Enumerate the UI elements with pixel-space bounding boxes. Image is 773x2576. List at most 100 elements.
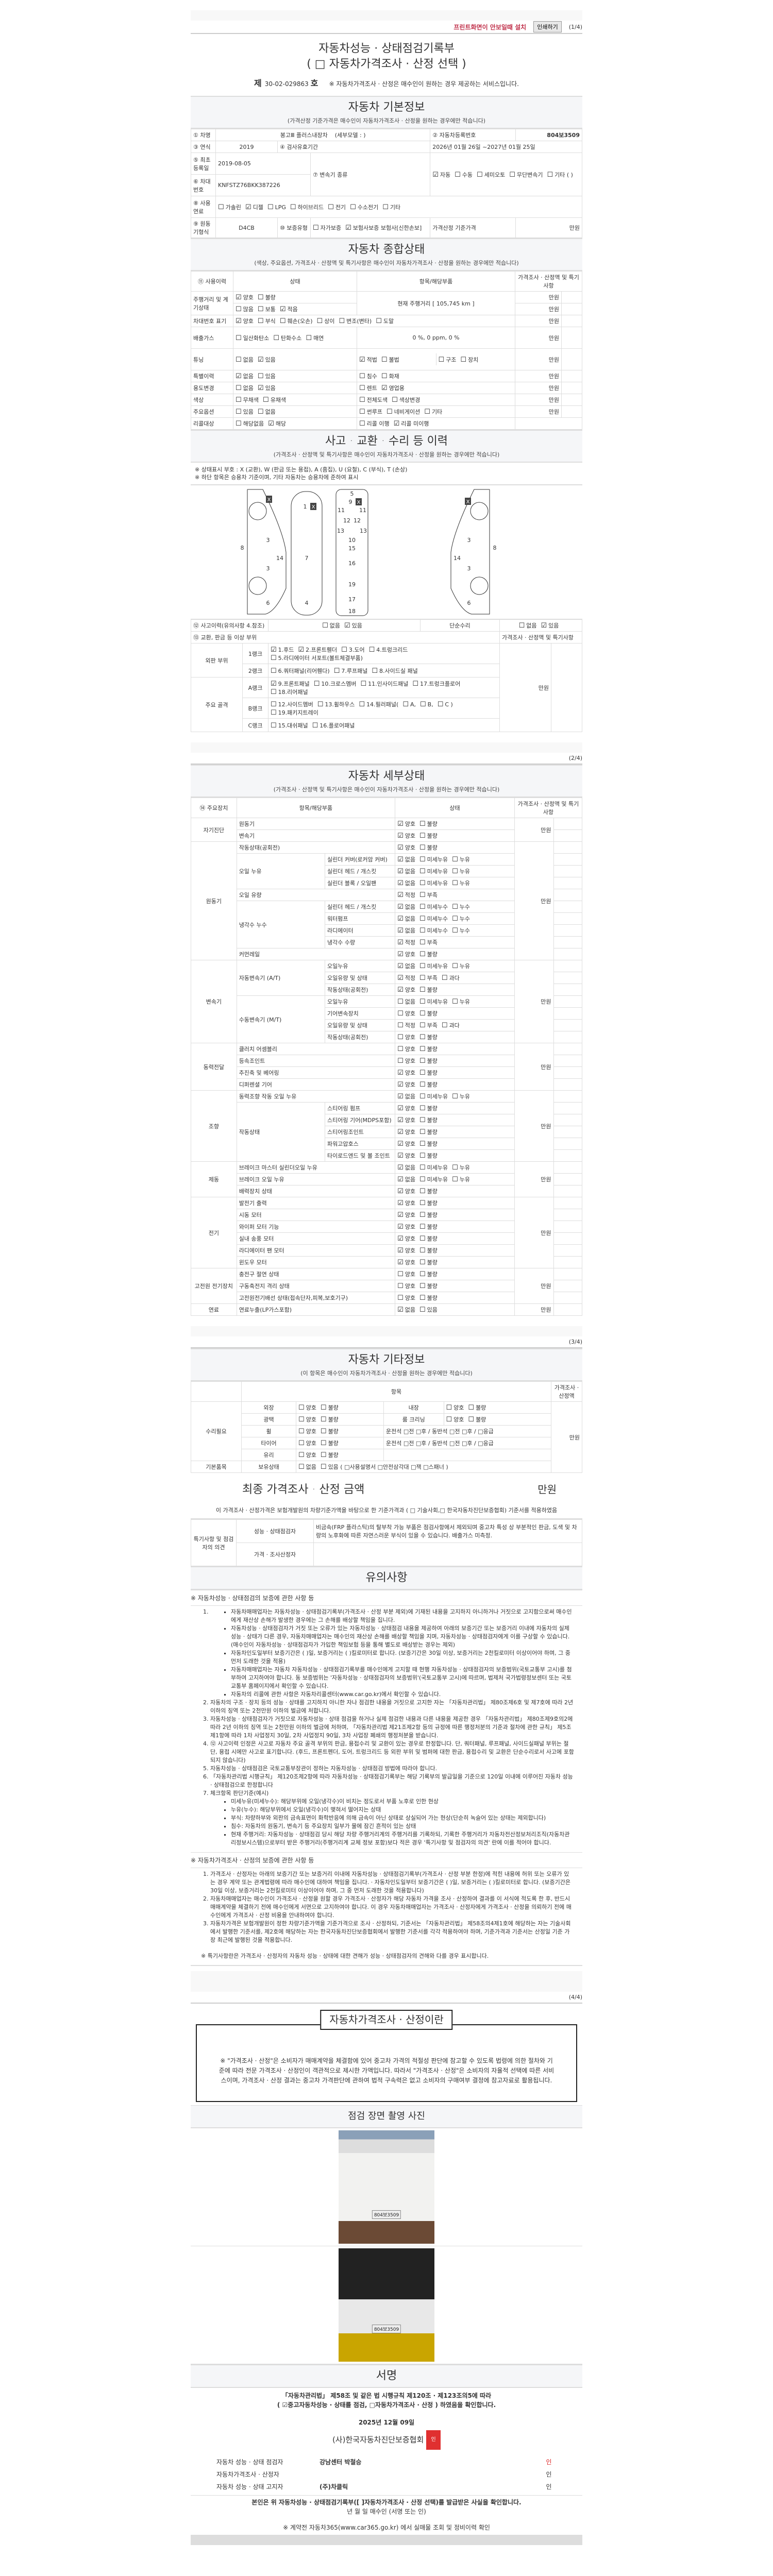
checkbox-option[interactable]: ☑ 영업용 — [381, 384, 405, 392]
checkbox-option[interactable]: ☐ 미세누유 — [419, 867, 448, 875]
checkbox-option[interactable]: ☐ 불량 — [321, 1427, 339, 1435]
checkbox-option[interactable]: ☐ 전체도색 — [359, 396, 388, 404]
checkbox-option[interactable]: ☐ 불량 — [419, 1258, 438, 1266]
checkbox-option[interactable]: ☐ 상이 — [317, 317, 335, 325]
checkbox-option[interactable]: ☑ 있음 — [258, 384, 276, 392]
checkbox-option[interactable]: ☑ 양호 — [236, 317, 254, 325]
checkbox-option[interactable]: ☐ 부족 — [419, 891, 438, 899]
checkbox-option[interactable]: ☐ 누유 — [452, 997, 470, 1006]
checkbox-option[interactable]: ☑ 양호 — [397, 950, 415, 958]
checkbox-option[interactable]: ☐ 13.휠하우스 — [317, 700, 355, 708]
checkbox-option[interactable]: ☐ 11.인사이드패널 — [361, 680, 409, 688]
checkbox-option[interactable]: ☑ 양호 — [397, 1080, 415, 1089]
checkbox-option[interactable]: ☐ 불량 — [419, 1116, 438, 1124]
checkbox-option[interactable]: ☐ 미세누유 — [419, 1092, 448, 1100]
checkbox-option[interactable]: ☑ 1.후드 — [271, 646, 294, 654]
checkbox-option[interactable]: ☑ 디젤 — [245, 203, 263, 211]
checkbox-option[interactable]: ☐ 미세누수 — [419, 914, 448, 923]
checkbox-option[interactable]: ☐ 누수 — [452, 926, 470, 935]
checkbox-option[interactable]: ☐ 불량 — [419, 1033, 438, 1041]
checkbox-option[interactable]: ☐ LPG — [267, 204, 286, 211]
checkbox-option[interactable]: ☑ 없음 — [397, 867, 415, 875]
checkbox-option[interactable]: ☐ 렌트 — [359, 384, 377, 392]
checkbox-option[interactable]: ☐ 불량 — [419, 1211, 438, 1219]
checkbox-option[interactable]: ☐ 불량 — [321, 1403, 339, 1412]
checkbox-option[interactable]: ☐ 불량 — [419, 1151, 438, 1160]
checkbox-option[interactable]: ☐ 부족 — [419, 938, 438, 946]
checkbox-option[interactable]: ☐ 누유 — [452, 855, 470, 863]
checkbox-option[interactable]: ☐ 불량 — [321, 1439, 339, 1447]
checkbox-option[interactable]: ☐ 불량 — [419, 1057, 438, 1065]
checkbox-option[interactable]: ☐ 18.리어패널 — [271, 688, 308, 696]
checkbox-option[interactable]: ☑ 양호 — [397, 1151, 415, 1160]
checkbox-option[interactable]: ☐ 없음 — [236, 384, 254, 392]
checkbox-option[interactable]: ☐ 불량 — [419, 950, 438, 958]
checkbox-option[interactable]: ☐ 불량 — [419, 1223, 438, 1231]
checkbox-option[interactable]: ☑ 양호 — [397, 832, 415, 840]
checkbox-option[interactable]: ☑ 양호 — [397, 1128, 415, 1136]
checkbox-option[interactable]: ☑ 양호 — [236, 293, 254, 301]
checkbox-option[interactable]: ☐ 불량 — [419, 1270, 438, 1278]
checkbox-option[interactable]: ☐ 12.사이드멤버 — [271, 700, 313, 708]
checkbox-option[interactable]: ☐ 기타 — [424, 408, 442, 416]
checkbox-option[interactable]: ☐ 미세누수 — [419, 903, 448, 911]
checkbox-option[interactable]: ☐ 미세누유 — [419, 962, 448, 970]
checkbox-option[interactable]: ☐ 있음 ( □사용설명서 □안전삼각대 □잭 □스패너 ) — [321, 1463, 448, 1471]
checkbox-option[interactable]: ☐ 보통 — [258, 305, 276, 313]
checkbox-option[interactable]: ☐ 구조 — [439, 355, 457, 364]
checkbox-option[interactable]: ☐ 불량 — [419, 1234, 438, 1243]
checkbox-option[interactable]: ☐ 양호 — [298, 1403, 316, 1412]
checkbox-option[interactable]: ☑ 2.프론트휀더 — [298, 646, 337, 654]
checkbox-option[interactable]: ☐ 없음 — [519, 621, 537, 630]
checkbox-option[interactable]: ☐ 하이브리드 — [290, 203, 324, 211]
checkbox-option[interactable]: ☐ 불량 — [258, 293, 276, 301]
checkbox-option[interactable]: ☑ 없음 — [397, 1163, 415, 1172]
checkbox-option[interactable]: ☐ 미세누수 — [419, 926, 448, 935]
checkbox-option[interactable]: ☐ 양호 — [397, 1282, 415, 1290]
checkbox-option[interactable]: ☐ 탄화수소 — [273, 334, 301, 342]
checkbox-option[interactable]: ☐ 해당없음 — [236, 419, 264, 428]
checkbox-option[interactable]: ☑ 양호 — [397, 1258, 415, 1266]
checkbox-option[interactable]: ☑ 해당 — [268, 419, 286, 428]
checkbox-option[interactable]: ☐ 있음 — [258, 372, 276, 380]
checkbox-option[interactable]: ☐ 양호 — [446, 1415, 464, 1423]
checkbox-option[interactable]: ☐ 4.트렁크리드 — [369, 646, 408, 654]
checkbox-option[interactable]: ☐ 불량 — [468, 1415, 486, 1423]
checkbox-option[interactable]: ☑ 리콜 미이행 — [394, 419, 429, 428]
checkbox-option[interactable]: ☐ 불량 — [419, 832, 438, 840]
checkbox-option[interactable]: ☐ 미세누유 — [419, 997, 448, 1006]
checkbox-option[interactable]: ☐ 누수 — [452, 914, 470, 923]
checkbox-option[interactable]: ☑ 양호 — [397, 986, 415, 994]
checkbox-option[interactable]: ☐ 불량 — [419, 1187, 438, 1195]
checkbox-option[interactable]: ☐ 양호 — [446, 1403, 464, 1412]
checkbox-option[interactable]: ☑ 없음 — [397, 879, 415, 887]
checkbox-option[interactable]: ☑ 적정 — [397, 938, 415, 946]
checkbox-option[interactable]: ☐ 누유 — [452, 1163, 470, 1172]
checkbox-option[interactable]: ☐ 없음 — [322, 621, 340, 630]
checkbox-option[interactable]: ☐ 불량 — [419, 1104, 438, 1112]
checkbox-option[interactable]: ☐ 불량 — [419, 1045, 438, 1053]
checkbox-option[interactable]: ☐ 불량 — [419, 1128, 438, 1136]
checkbox-option[interactable]: ☑ 양호 — [397, 1104, 415, 1112]
checkbox-option[interactable]: ☑ 양호 — [397, 1116, 415, 1124]
checkbox-option[interactable]: ☐ 과다 — [442, 1021, 460, 1029]
checkbox-option[interactable]: ☐ 네비게이션 — [386, 408, 420, 416]
checkbox-option[interactable]: ☐ 있음 — [419, 1306, 438, 1314]
checkbox-option[interactable]: ☑ 있음 — [541, 621, 559, 630]
checkbox-option[interactable]: ☐ 변조(변타) — [339, 317, 372, 325]
checkbox-option[interactable]: ☑ 9.프론트패널 — [271, 680, 310, 688]
checkbox-option[interactable]: ☐ 양호 — [397, 1009, 415, 1018]
checkbox-option[interactable]: ☐ 침수 — [359, 372, 377, 380]
checkbox-option[interactable]: ☑ 양호 — [397, 1211, 415, 1219]
checkbox-option[interactable]: ☐ 7.루프패널 — [334, 667, 368, 675]
checkbox-option[interactable]: ☐ 양호 — [298, 1439, 316, 1447]
checkbox-option[interactable]: ☐ 양호 — [298, 1451, 316, 1459]
checkbox-option[interactable]: ☐ 17.트렁크플로어 — [412, 680, 460, 688]
checkbox-option[interactable]: ☑ 없음 — [397, 1175, 415, 1183]
checkbox-option[interactable]: ☑ 양호 — [397, 1140, 415, 1148]
checkbox-option[interactable]: ☐ 리콜 이행 — [359, 419, 390, 428]
checkbox-option[interactable]: ☑ 적정 — [397, 974, 415, 982]
checkbox-option[interactable]: ☐ 색상변경 — [392, 396, 420, 404]
checkbox-option[interactable]: ☐ 없음 — [258, 408, 276, 416]
checkbox-option[interactable]: ☐ 있음 — [236, 408, 254, 416]
